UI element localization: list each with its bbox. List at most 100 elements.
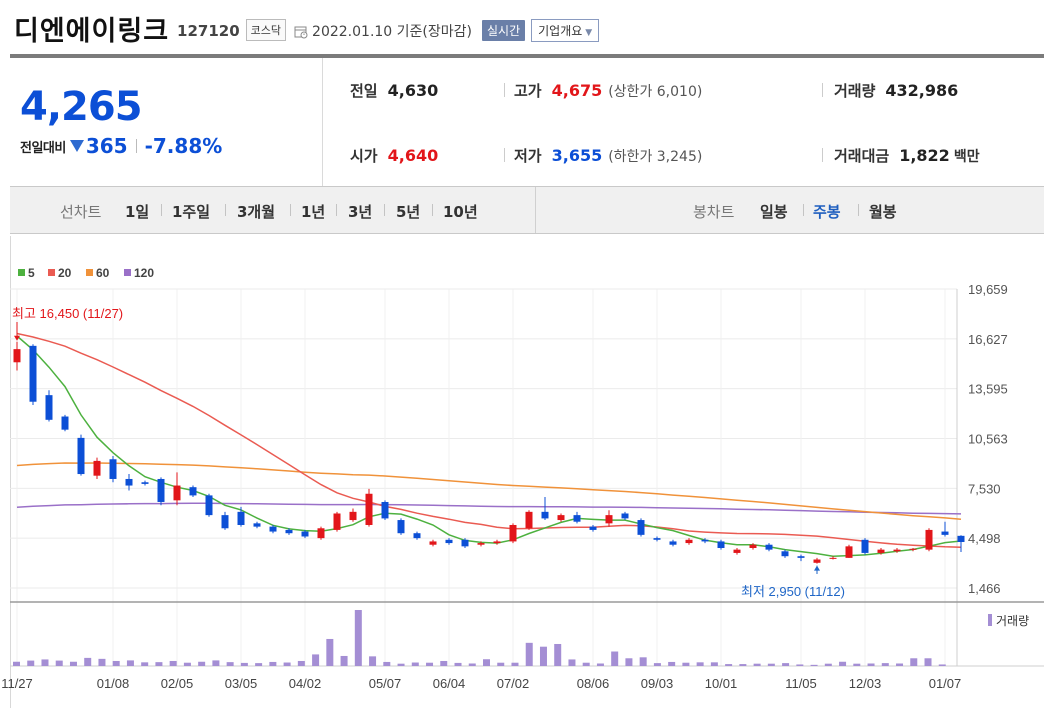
candle-body — [365, 493, 373, 525]
x-tick-label: 12/03 — [849, 676, 882, 691]
volume-bar — [255, 663, 263, 666]
candle-body — [509, 524, 517, 542]
candle-body — [429, 541, 437, 545]
base-date: 2022.01.10 기준(장마감) — [312, 23, 472, 40]
stat-open: 시가 4,640 — [350, 145, 438, 166]
separator — [822, 148, 823, 162]
volume-bar — [596, 663, 604, 666]
candle-body — [637, 520, 645, 535]
candle-body — [589, 526, 597, 530]
volume-bar — [639, 657, 647, 666]
candle-body — [381, 501, 389, 519]
volume-bar — [725, 664, 733, 666]
x-tick-label: 09/03 — [641, 676, 674, 691]
volume-bar — [41, 659, 49, 666]
y-tick-label: 7,530 — [968, 481, 1001, 496]
candle-body — [733, 549, 741, 553]
candle-body — [941, 531, 949, 535]
stat-unit: 백만 — [953, 149, 980, 165]
legend-label: 5 — [28, 266, 35, 280]
candle-body — [925, 529, 933, 550]
period-5y[interactable]: 5년 — [396, 203, 421, 221]
candle-body — [349, 511, 357, 521]
period-1y[interactable]: 1년 — [301, 203, 326, 221]
volume-bar — [611, 651, 619, 666]
candlestick-chart[interactable]: 19,659 16,627 13,595 10,563 7,530 4,498 1,466 5… — [0, 236, 1044, 708]
y-tick-label: 10,563 — [968, 431, 1008, 446]
volume-bar — [126, 660, 134, 666]
volume-bar — [283, 662, 291, 666]
volume-bar — [226, 662, 234, 666]
min-price-label: 최저 2,950 (11/12) — [741, 584, 845, 599]
candle-body — [413, 533, 421, 539]
candle-body — [237, 511, 245, 525]
candle-body — [205, 495, 213, 516]
candle-chart-label: 봉차트 — [693, 203, 735, 221]
period-3y[interactable]: 3년 — [348, 203, 373, 221]
stock-header: 디엔에이링크 127120 코스닥 2022.01.10 기준(장마감) 실시간… — [14, 8, 600, 48]
volume-bar — [426, 662, 434, 666]
stat-label: 시가 — [350, 147, 378, 165]
candle-body — [29, 345, 37, 402]
x-tick-label: 02/05 — [161, 676, 194, 691]
candle-body — [717, 541, 725, 548]
separator — [336, 204, 337, 216]
candle-body — [285, 529, 293, 534]
volume-bar — [525, 642, 533, 666]
volume-bar — [55, 660, 63, 666]
candle-weekly[interactable]: 주봉 — [813, 203, 841, 221]
candle-body — [61, 416, 69, 430]
volume-bar — [27, 660, 35, 666]
volume-bar — [767, 663, 775, 666]
realtime-button[interactable]: 실시간 — [481, 19, 526, 41]
candle-body — [77, 437, 85, 475]
company-overview-button[interactable]: 기업개요 ▼ — [531, 18, 600, 42]
y-tick-label: 16,627 — [968, 332, 1008, 347]
x-tick-label: 06/04 — [433, 676, 466, 691]
period-1d[interactable]: 1일 — [125, 203, 150, 221]
candle-body — [301, 531, 309, 537]
candle-body — [957, 535, 965, 542]
candle-body — [45, 395, 53, 420]
x-tick-label: 01/08 — [97, 676, 130, 691]
candle-body — [605, 515, 613, 524]
candle-daily[interactable]: 일봉 — [760, 203, 788, 221]
stat-trade-value: 거래대금 1,822 백만 — [834, 145, 980, 166]
price-box: 4,265 전일대비 365 -7.88% — [10, 58, 323, 186]
volume-bar — [326, 638, 334, 666]
volume-bar — [696, 662, 704, 666]
legend-swatch — [124, 269, 131, 276]
period-1w[interactable]: 1주일 — [172, 203, 211, 221]
volume-bar — [212, 660, 220, 666]
period-3m[interactable]: 3개월 — [237, 203, 276, 221]
x-tick-label: 11/27 — [1, 676, 33, 691]
stat-value: 432,986 — [885, 81, 959, 100]
change-percent: -7.88% — [144, 134, 223, 158]
line-chart-label: 선차트 — [60, 203, 102, 221]
volume-bar — [782, 663, 790, 666]
volume-bar — [297, 660, 305, 666]
volume-bar — [169, 660, 177, 666]
volume-bar — [810, 664, 818, 666]
x-tick-label: 11/05 — [785, 676, 817, 691]
separator — [135, 139, 137, 153]
chevron-down-icon: ▼ — [585, 27, 593, 38]
volume-bar — [440, 660, 448, 666]
x-tick-label: 07/02 — [497, 676, 530, 691]
candle-body — [109, 459, 117, 479]
separator — [858, 204, 859, 216]
volume-bar — [796, 664, 804, 666]
candle-body — [781, 551, 789, 557]
legend-swatch — [18, 269, 25, 276]
market-badge: 코스닥 — [245, 19, 287, 41]
candle-body — [445, 539, 453, 544]
volume-bar — [682, 662, 690, 666]
volume-bar — [69, 661, 77, 666]
candle-monthly[interactable]: 월봉 — [869, 203, 897, 221]
period-10y[interactable]: 10년 — [443, 203, 478, 221]
stock-chart: 19,659 16,627 13,595 10,563 7,530 4,498 1,466 5… — [0, 236, 1044, 708]
volume-bar — [354, 610, 362, 666]
separator — [504, 148, 505, 162]
volume-bar — [539, 646, 547, 666]
candle-body — [461, 539, 469, 547]
